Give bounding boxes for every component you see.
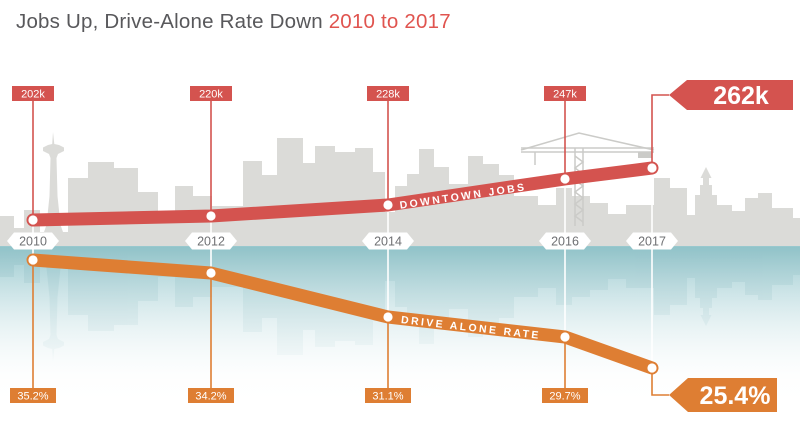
- year-label: 2010: [19, 235, 47, 249]
- year-tag-2017: 2017: [626, 232, 678, 250]
- rate-value-tag: 35.2%: [10, 388, 56, 403]
- jobs-value-tag: 247k: [544, 86, 586, 101]
- year-tag-2010: 2010: [7, 232, 59, 250]
- jobs-value-label: 228k: [376, 89, 400, 101]
- data-point-marker: [647, 163, 657, 173]
- rate-value-label: 29.7%: [549, 391, 580, 403]
- jobs-value-label: 220k: [199, 89, 223, 101]
- jobs-value-tag: 202k: [12, 86, 54, 101]
- year-tag-2012: 2012: [185, 232, 237, 250]
- chart-title: Jobs Up, Drive-Alone Rate Down 2010 to 2…: [16, 10, 451, 34]
- jobs-value-tag: 220k: [190, 86, 232, 101]
- jobs-value-label: 202k: [21, 89, 45, 101]
- jobs-value-label: 247k: [553, 89, 577, 101]
- data-point-marker: [383, 200, 393, 210]
- construction-crane-icon: [520, 132, 655, 226]
- jobs-value-tags: 202k 220k 228k 247k 262k: [12, 80, 793, 110]
- data-point-marker: [28, 255, 38, 265]
- year-label: 2014: [374, 235, 402, 249]
- jobs-final-value-tag: 262k: [669, 80, 793, 110]
- year-label: 2012: [197, 235, 225, 249]
- rate-final-value-label: 25.4%: [700, 382, 771, 410]
- year-tag-2016: 2016: [539, 232, 591, 250]
- rate-callout-lines: [32, 260, 669, 396]
- rate-data-points: [28, 255, 657, 373]
- rate-value-tag: 34.2%: [188, 388, 234, 403]
- chart-title-main: Jobs Up, Drive-Alone Rate Down: [16, 10, 323, 33]
- data-point-marker: [206, 211, 216, 221]
- data-point-marker: [560, 332, 570, 342]
- rate-value-tags: 35.2% 34.2% 31.1% 29.7% 25.4%: [10, 378, 777, 412]
- chart-title-highlight: 2010 to 2017: [328, 10, 451, 33]
- seattle-skyline: [0, 132, 800, 246]
- rate-value-tag: 29.7%: [542, 388, 588, 403]
- year-label: 2017: [638, 235, 666, 249]
- year-axis: 2010 2012 2014 2016 2017: [7, 232, 678, 250]
- year-tag-2014: 2014: [362, 232, 414, 250]
- jobs-value-tag: 228k: [367, 86, 409, 101]
- rate-value-label: 34.2%: [195, 391, 226, 403]
- data-point-marker: [647, 363, 657, 373]
- jobs-callout-lines: [32, 94, 669, 220]
- data-point-marker: [28, 215, 38, 225]
- jobs-data-points: [28, 163, 657, 225]
- rate-final-value-tag: 25.4%: [669, 378, 777, 412]
- data-point-marker: [383, 312, 393, 322]
- rate-value-label: 31.1%: [372, 391, 403, 403]
- jobs-final-value-label: 262k: [713, 82, 769, 110]
- data-point-marker: [206, 268, 216, 278]
- data-point-marker: [560, 174, 570, 184]
- rate-value-label: 35.2%: [17, 391, 48, 403]
- rate-value-tag: 31.1%: [365, 388, 411, 403]
- year-label: 2016: [551, 235, 579, 249]
